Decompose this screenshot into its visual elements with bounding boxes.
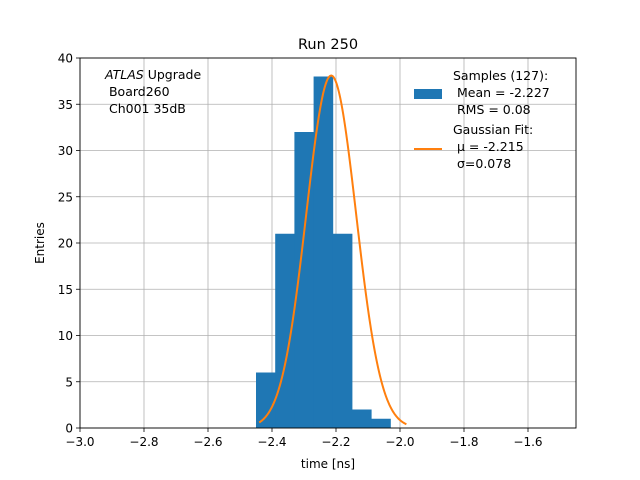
annotation-box: ATLAS Upgrade Board260 Ch001 35dB [104,67,201,116]
histogram-bar [294,132,314,428]
annotation-line-1: ATLAS Upgrade [104,67,201,82]
x-tick-label: −2.0 [385,435,414,449]
gaussian-fit-curve [258,74,407,426]
legend-samples-line-2: Mean = -2.227 [453,85,550,100]
chart-title: Run 250 [298,37,358,53]
y-tick-label: 35 [58,98,73,112]
legend-fit-line-1: Gaussian Fit: [453,122,533,137]
histogram-bar [352,409,372,428]
annotation-line-2: Board260 [105,84,170,99]
annotation-line-1-rest: Upgrade [144,67,202,82]
histogram-bar [371,418,391,428]
y-tick-label: 40 [58,52,73,66]
y-axis-title: Entries [33,222,47,264]
fit-layer [258,74,407,426]
ticks-layer: −3.0 −2.8 −2.6 −2.4 −2.2 −2.0 −1.8 −1.6 0 5 10 15 20… [58,52,543,450]
bars-layer [256,76,391,428]
y-tick-label: 25 [58,190,73,204]
y-tick-label: 10 [58,329,73,343]
y-tick-label: 0 [65,422,73,436]
x-tick-label: −2.6 [193,435,222,449]
y-tick-label: 30 [58,144,73,158]
histogram-bar [313,76,334,428]
histogram-bar [332,233,353,428]
legend-histogram-swatch [414,89,442,99]
legend-fit-line-3: σ=0.078 [453,156,511,171]
legend-samples-line-3: RMS = 0.08 [453,102,531,117]
x-tick-label: −2.8 [129,435,158,449]
legend-samples-line-1: Samples (127): [453,68,548,83]
y-tick-label: 15 [58,283,73,297]
x-tick-label: −2.2 [321,435,350,449]
legend: Samples (127): Mean = -2.227 RMS = 0.08 … [414,68,550,171]
legend-fit-line-2: μ = -2.215 [453,139,524,154]
x-tick-label: −3.0 [65,435,94,449]
y-tick-label: 5 [65,375,73,389]
histogram-bar [256,372,276,428]
annotation-italic-word: ATLAS [104,67,144,82]
y-tick-label: 20 [58,237,73,251]
x-tick-label: −1.6 [513,435,542,449]
x-tick-label: −2.4 [257,435,286,449]
x-axis-title: time [ns] [301,457,355,471]
histogram-bar [275,233,295,428]
x-tick-label: −1.8 [449,435,478,449]
annotation-line-3: Ch001 35dB [105,101,186,116]
